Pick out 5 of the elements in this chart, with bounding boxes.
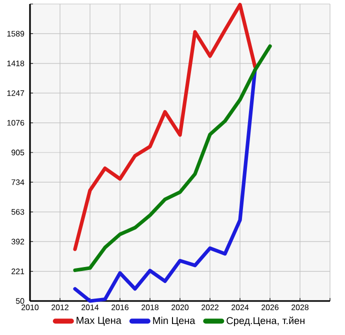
- line-series: [73, 44, 272, 272]
- legend-label: Max Цена: [76, 316, 122, 326]
- legend-label: Min Цена: [153, 316, 196, 326]
- legend-label: Сред.Цена, т.йен: [226, 316, 304, 326]
- line-series: [73, 2, 257, 252]
